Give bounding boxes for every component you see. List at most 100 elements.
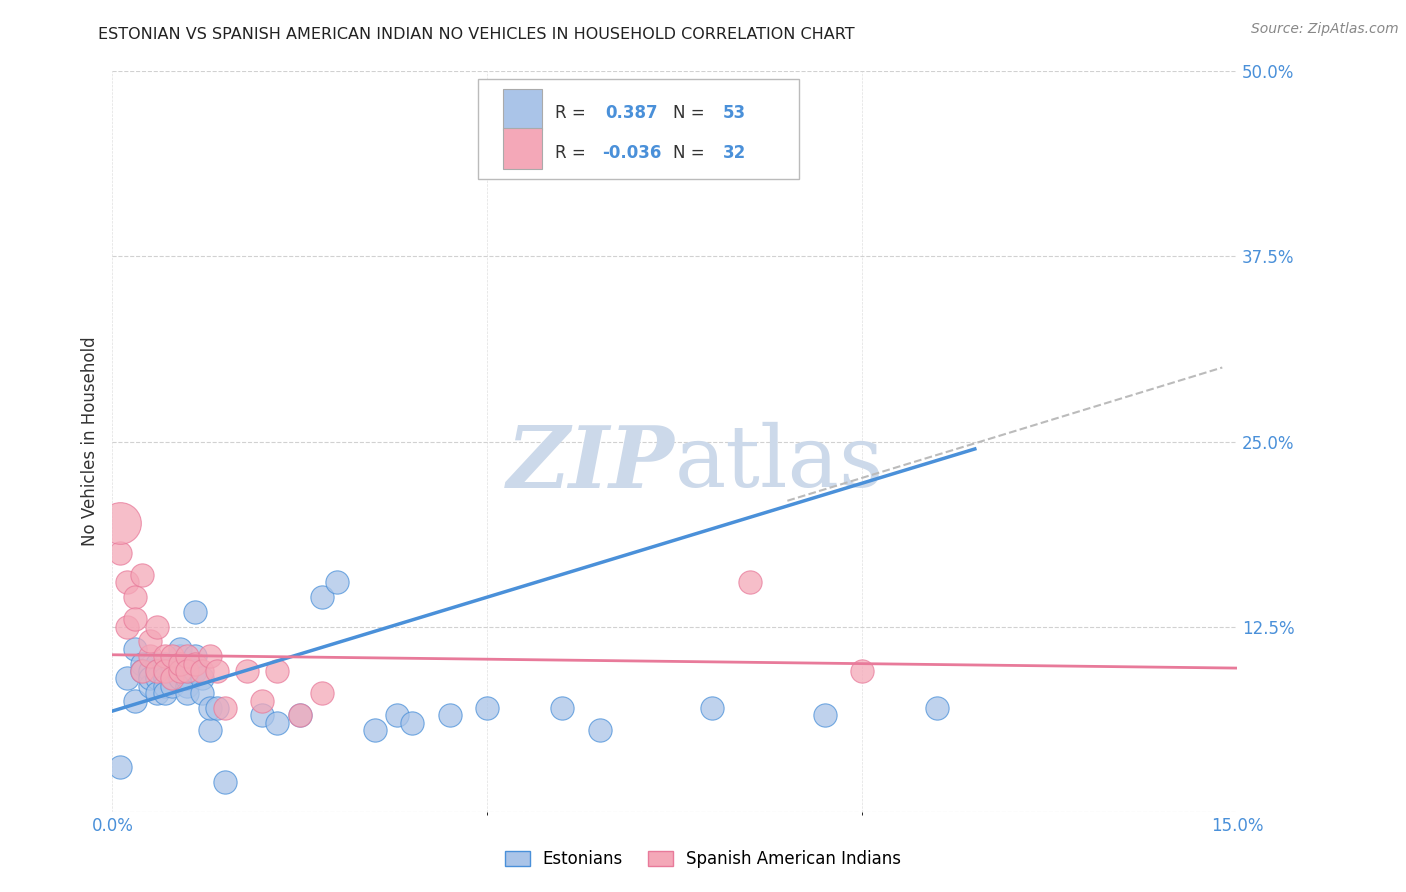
Y-axis label: No Vehicles in Household: No Vehicles in Household bbox=[80, 336, 98, 547]
Point bbox=[927, 701, 949, 715]
Point bbox=[162, 679, 184, 693]
Point bbox=[169, 657, 191, 671]
Point bbox=[198, 701, 221, 715]
Point bbox=[153, 664, 176, 678]
Point bbox=[162, 664, 184, 678]
Point bbox=[162, 672, 184, 686]
Point bbox=[117, 575, 139, 590]
Point bbox=[139, 664, 162, 678]
Point bbox=[162, 672, 184, 686]
Point bbox=[477, 701, 499, 715]
Point bbox=[311, 590, 333, 604]
Point bbox=[738, 575, 761, 590]
Point bbox=[146, 657, 169, 671]
Point bbox=[146, 664, 169, 678]
Point bbox=[589, 723, 612, 738]
Point bbox=[108, 760, 131, 774]
Text: 32: 32 bbox=[723, 144, 747, 161]
Point bbox=[117, 672, 139, 686]
Point bbox=[387, 708, 409, 723]
Text: R =: R = bbox=[554, 144, 585, 161]
Point bbox=[131, 664, 153, 678]
Point bbox=[702, 701, 724, 715]
Text: 0.387: 0.387 bbox=[605, 104, 658, 122]
Point bbox=[139, 679, 162, 693]
Point bbox=[117, 619, 139, 633]
Point bbox=[207, 701, 229, 715]
Point bbox=[153, 664, 176, 678]
Point bbox=[153, 657, 176, 671]
Point bbox=[131, 664, 153, 678]
Point bbox=[214, 701, 236, 715]
Text: N =: N = bbox=[672, 104, 704, 122]
Point bbox=[146, 664, 169, 678]
Point bbox=[439, 708, 461, 723]
Point bbox=[266, 715, 288, 730]
Point bbox=[252, 708, 274, 723]
Point bbox=[108, 516, 131, 530]
Point bbox=[139, 649, 162, 664]
Point bbox=[191, 686, 214, 700]
Point bbox=[108, 546, 131, 560]
Point bbox=[176, 649, 198, 664]
Point bbox=[214, 775, 236, 789]
Point bbox=[551, 701, 574, 715]
Text: Source: ZipAtlas.com: Source: ZipAtlas.com bbox=[1251, 22, 1399, 37]
Text: N =: N = bbox=[672, 144, 704, 161]
Point bbox=[153, 649, 176, 664]
Point bbox=[176, 686, 198, 700]
Point bbox=[198, 723, 221, 738]
Point bbox=[184, 605, 207, 619]
Point bbox=[184, 657, 207, 671]
Point bbox=[236, 664, 259, 678]
Point bbox=[288, 708, 311, 723]
Point bbox=[124, 694, 146, 708]
Point bbox=[169, 672, 191, 686]
Point bbox=[124, 641, 146, 656]
Point bbox=[207, 664, 229, 678]
Point bbox=[162, 649, 184, 664]
Point bbox=[198, 649, 221, 664]
Point bbox=[184, 664, 207, 678]
Point bbox=[191, 672, 214, 686]
Point bbox=[326, 575, 349, 590]
FancyBboxPatch shape bbox=[503, 128, 543, 169]
Point bbox=[311, 686, 333, 700]
Point bbox=[153, 679, 176, 693]
Point bbox=[153, 686, 176, 700]
Point bbox=[169, 664, 191, 678]
Point bbox=[169, 641, 191, 656]
Point bbox=[146, 619, 169, 633]
Point bbox=[131, 567, 153, 582]
Point bbox=[153, 672, 176, 686]
Point bbox=[401, 715, 423, 730]
Legend: Estonians, Spanish American Indians: Estonians, Spanish American Indians bbox=[498, 844, 908, 875]
Text: -0.036: -0.036 bbox=[602, 144, 661, 161]
Point bbox=[169, 649, 191, 664]
Point bbox=[814, 708, 837, 723]
Point bbox=[176, 672, 198, 686]
Point bbox=[176, 664, 198, 678]
Text: atlas: atlas bbox=[675, 422, 884, 506]
Text: ESTONIAN VS SPANISH AMERICAN INDIAN NO VEHICLES IN HOUSEHOLD CORRELATION CHART: ESTONIAN VS SPANISH AMERICAN INDIAN NO V… bbox=[98, 27, 855, 42]
Point bbox=[139, 672, 162, 686]
Point bbox=[252, 694, 274, 708]
Text: R =: R = bbox=[554, 104, 585, 122]
Point bbox=[266, 664, 288, 678]
Point bbox=[191, 664, 214, 678]
Point bbox=[131, 657, 153, 671]
Point bbox=[176, 664, 198, 678]
Point bbox=[139, 634, 162, 648]
Point bbox=[288, 708, 311, 723]
Point bbox=[184, 649, 207, 664]
Text: 53: 53 bbox=[723, 104, 747, 122]
Point bbox=[146, 686, 169, 700]
Point bbox=[162, 657, 184, 671]
Point bbox=[364, 723, 387, 738]
Point bbox=[176, 679, 198, 693]
Point bbox=[124, 590, 146, 604]
Point bbox=[124, 612, 146, 626]
Point bbox=[851, 664, 873, 678]
Text: ZIP: ZIP bbox=[508, 422, 675, 506]
FancyBboxPatch shape bbox=[503, 89, 543, 129]
